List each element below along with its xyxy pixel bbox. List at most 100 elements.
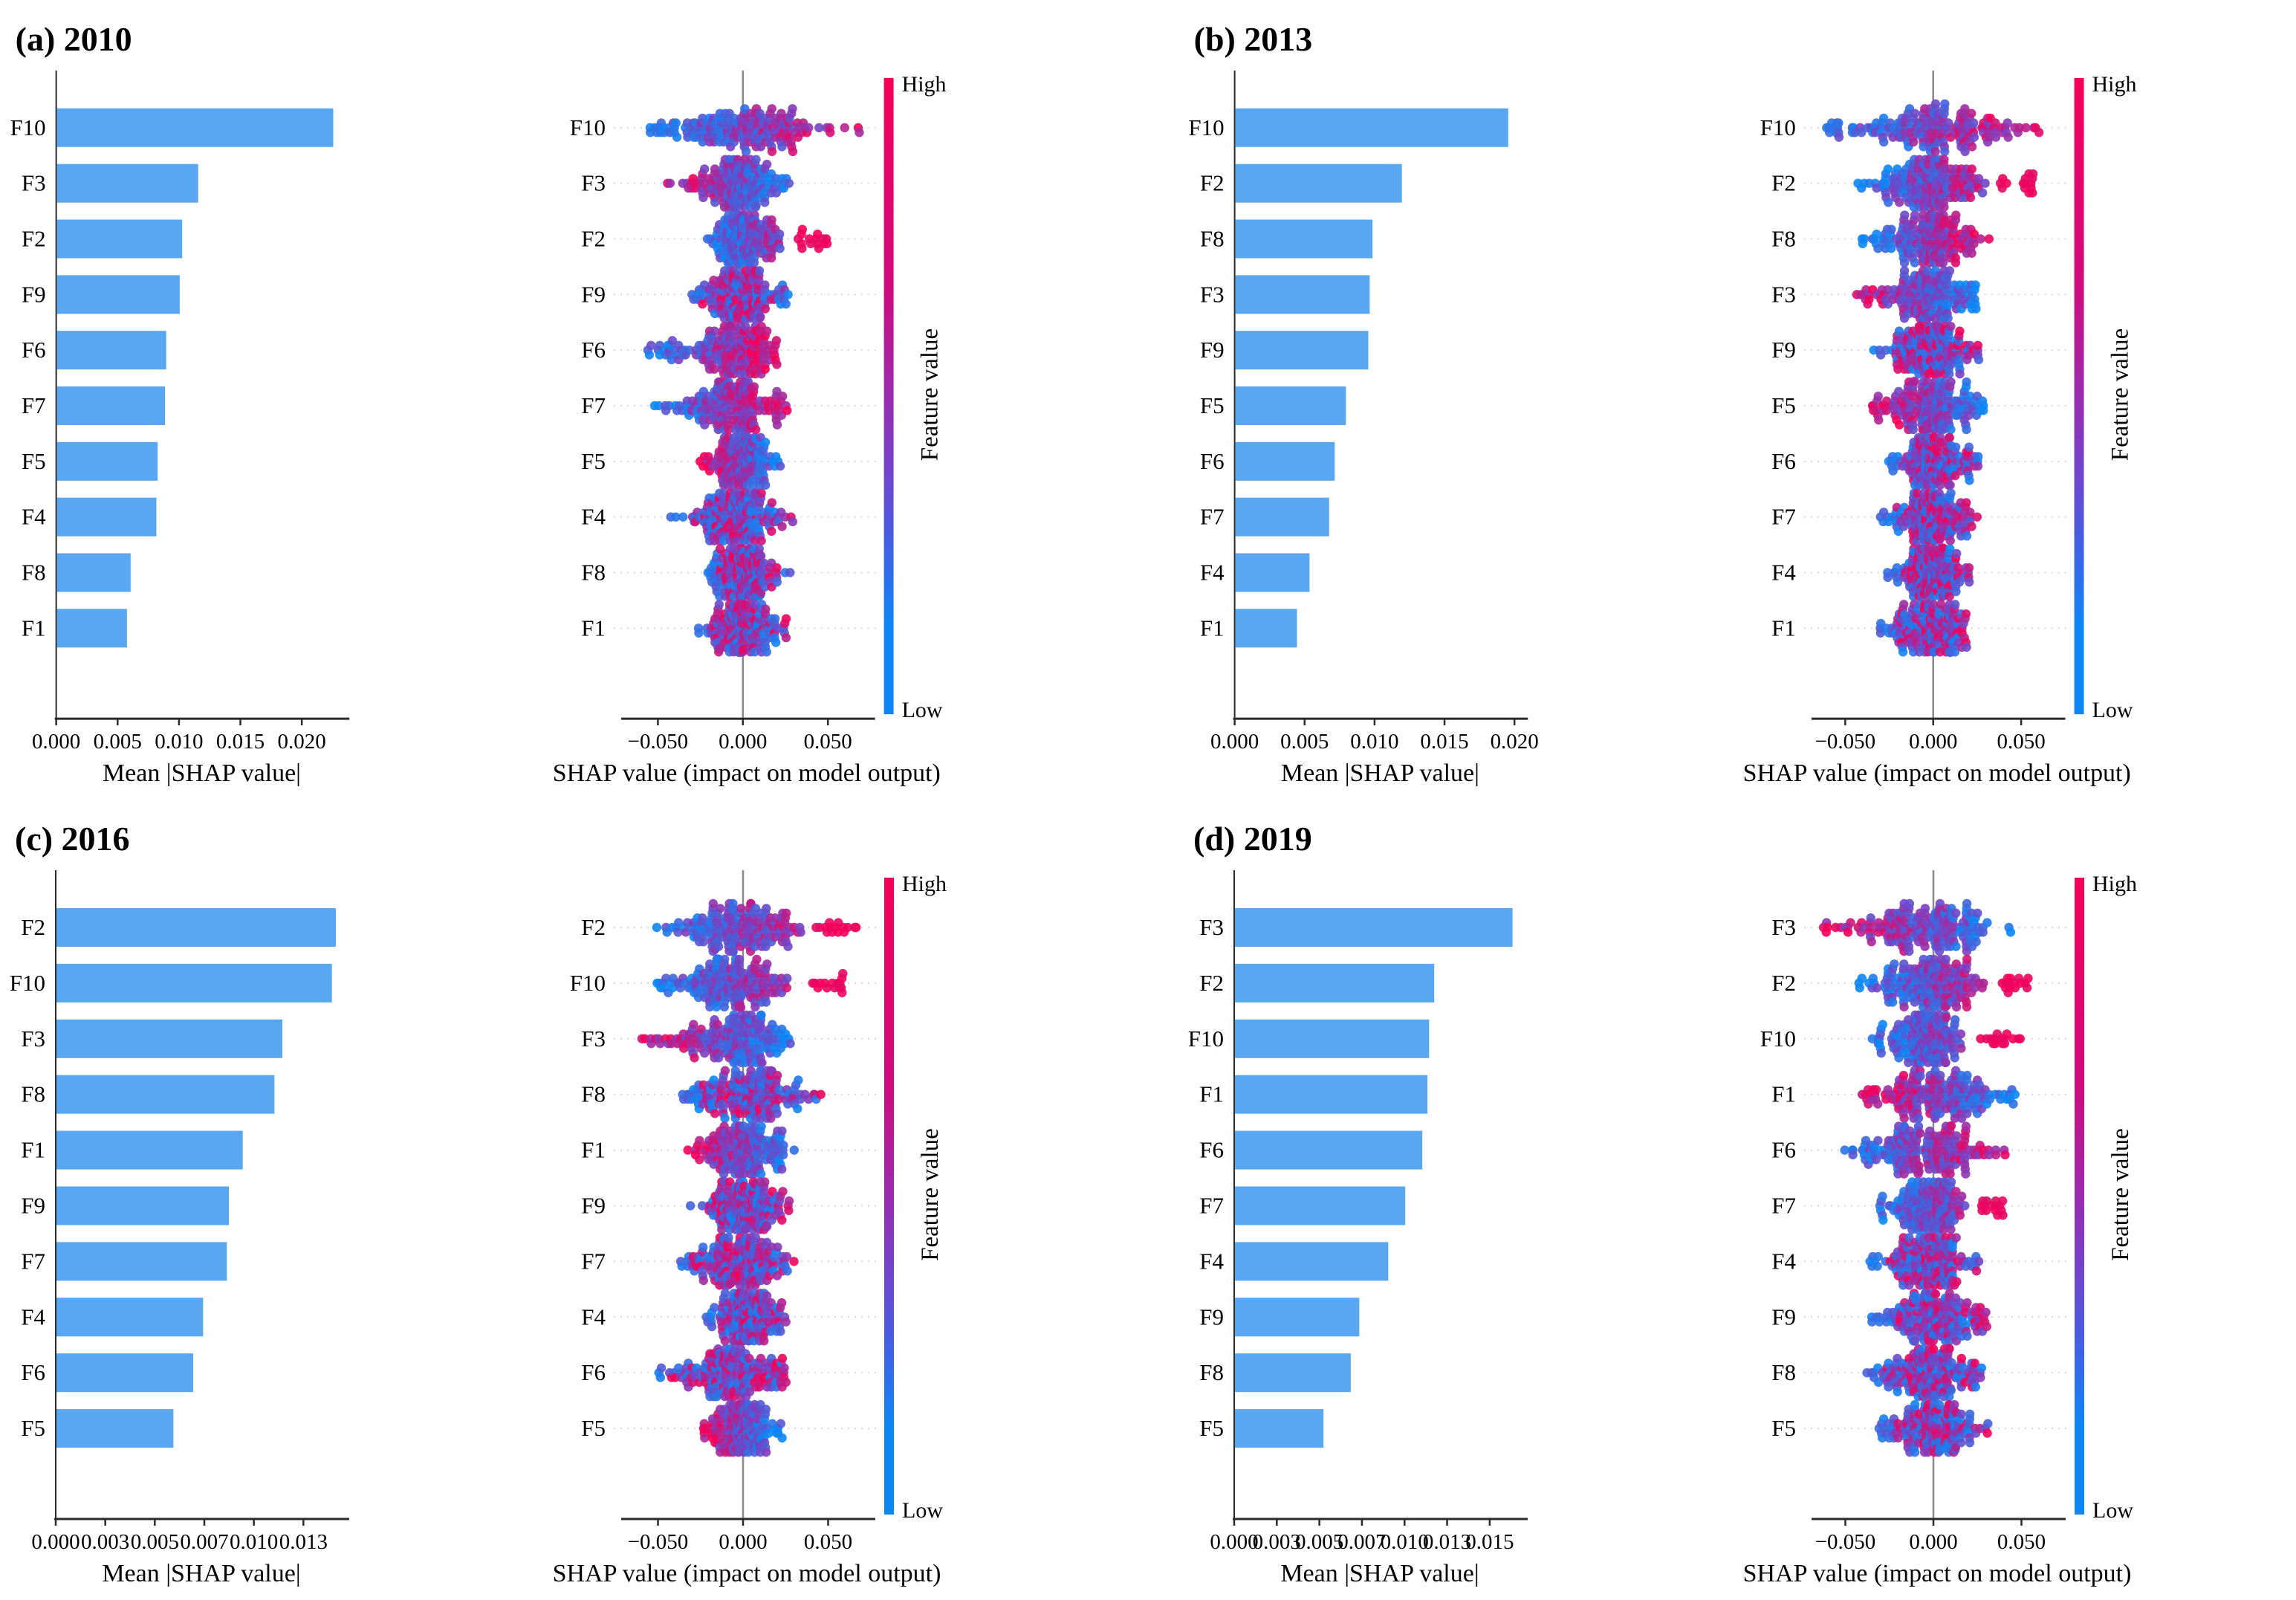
bar-feature-label: F3 [22,170,46,196]
bar-tick-label: 0.005 [1295,1530,1343,1554]
beeswarm-row-F4 [701,1288,791,1347]
bar-F1 [1235,1075,1428,1114]
bar-F1 [56,1130,243,1170]
bar-tick-label: 0.015 [1465,1530,1514,1554]
bar-feature-label: F4 [1199,1248,1224,1274]
bar-chart: 0.000 0.003 0.005 0.007 0.010 0.013 Mean |SHAP… [10,870,349,1587]
beeswarm-feature-label: F3 [581,1026,606,1052]
bar-feature-label: F9 [22,281,46,307]
bar-x-axis-label: Mean |SHAP value| [103,759,301,787]
beeswarm-row-F5 [698,1399,787,1457]
beeswarm-x-axis-label: SHAP value (impact on model output) [1743,1560,2132,1587]
beeswarm-row-F5 [1874,1399,1993,1457]
beeswarm-feature-label: F3 [581,170,606,196]
bar-F4 [1235,1242,1389,1281]
bar-F10 [56,108,334,147]
colorbar-gradient [2075,878,2084,1515]
beeswarm-feature-label: F5 [581,448,606,474]
beeswarm-row-F8 [1862,1344,1986,1402]
bar-F6 [1235,441,1335,481]
bar-tick-label: 0.003 [1253,1530,1301,1554]
bar-feature-label: F8 [1200,225,1225,251]
panel-svg-c: (c) 2016 0.000 0.003 0.005 0.007 0.010 0.013Me… [10,820,947,1587]
beeswarm-feature-label: F5 [581,1415,606,1441]
bar-feature-label: F8 [1199,1359,1224,1385]
beeswarm-feature-label: F6 [1771,448,1796,474]
beeswarm-feature-label: F8 [1771,225,1796,251]
beeswarm-tick-label: 0.050 [804,1530,852,1554]
bar-F3 [1235,908,1513,947]
beeswarm-tick-label: 0.000 [719,1530,767,1554]
bar-F4 [1235,553,1310,592]
bar-x-axis-label: Mean |SHAP value| [1280,1560,1479,1587]
beeswarm-feature-label: F5 [1771,392,1796,418]
bar-tick-label: 0.020 [1491,730,1539,754]
beeswarm-row-F8 [678,1066,826,1123]
bar-F8 [56,1075,275,1114]
bar-F8 [1235,219,1373,259]
bar-feature-label: F2 [1199,970,1224,996]
bar-feature-label: F4 [21,1303,45,1329]
bar-tick-label: 0.015 [1420,730,1468,754]
bar-F10 [1235,108,1508,147]
beeswarm-row-F2 [1854,954,2033,1012]
panel-title: (c) 2016 [15,820,130,858]
bar-F7 [1235,1186,1406,1225]
colorbar-high-label: High [902,72,947,97]
beeswarm-feature-label: F2 [581,225,606,251]
bar-x-axis-label: Mean |SHAP value| [102,1560,300,1587]
beeswarm-row-F7 [1875,488,1982,546]
bar-feature-label: F4 [22,504,46,530]
beeswarm-row-F4 [1865,1233,1984,1290]
bar-feature-label: F6 [21,1359,45,1385]
colorbar: High Low Feature value [883,72,947,722]
colorbar-low-label: Low [902,1498,943,1523]
bar-tick-label: 0.005 [94,730,142,754]
bar-tick-label: 0.013 [1423,1530,1471,1554]
bar-feature-label: F10 [1188,1026,1224,1052]
colorbar-axis-label: Feature value [2107,328,2133,461]
beeswarm-row-F7 [676,1233,799,1290]
beeswarm-tick-label: −0.050 [628,730,689,754]
beeswarm-row-F3 [1852,266,1981,323]
beeswarm-feature-label: F4 [1771,559,1796,585]
beeswarm-row-F7 [649,377,792,435]
beeswarm-tick-label: 0.050 [804,730,852,754]
bar-feature-label: F5 [1199,1415,1224,1441]
colorbar-gradient [883,77,894,715]
bar-F8 [1235,1353,1351,1393]
colorbar-axis-label: Feature value [917,1128,944,1261]
bar-F10 [1235,1019,1430,1058]
panel-2013: (b) 2013 0.000 0.005 0.010 0.015 0.020 Mean |S… [1148,0,2296,800]
beeswarm-feature-label: F5 [1771,1415,1796,1441]
colorbar-high-label: High [2092,72,2137,97]
beeswarm-feature-label: F9 [581,1193,606,1219]
bar-feature-label: F2 [1200,170,1225,196]
panel-title: (a) 2010 [16,20,132,58]
bar-F1 [1235,609,1297,648]
bar-F1 [56,609,127,648]
beeswarm-feature-label: F1 [581,615,606,641]
bar-feature-label: F3 [21,1026,45,1052]
beeswarm-x-axis-label: SHAP value (impact on model output) [553,1560,941,1587]
bar-feature-label: F5 [1200,392,1225,418]
bar-feature-label: F5 [21,1415,45,1441]
bar-F4 [56,497,157,537]
beeswarm-feature-label: F4 [581,1303,606,1329]
panel-title: (d) 2019 [1193,820,1312,858]
bar-F10 [56,963,332,1003]
beeswarm-feature-label: F6 [581,1359,606,1385]
beeswarm-feature-label: F10 [570,114,606,140]
beeswarm-tick-label: 0.000 [1909,1530,1957,1554]
panel-svg-a: (a) 2010 0.000 0.005 0.010 0.015 0.020 Mean |S… [10,20,947,787]
beeswarm-row-F8 [703,543,795,602]
beeswarm-feature-label: F9 [581,281,606,307]
colorbar-low-label: Low [2092,698,2133,722]
beeswarm-feature-label: F6 [1771,1137,1796,1163]
bar-feature-label: F5 [22,448,46,474]
bar-chart: 0.000 0.005 0.010 0.015 0.020 Mean |SHAP valu… [1188,70,1539,787]
bar-F5 [1235,1409,1324,1448]
bar-feature-label: F7 [1200,504,1225,530]
